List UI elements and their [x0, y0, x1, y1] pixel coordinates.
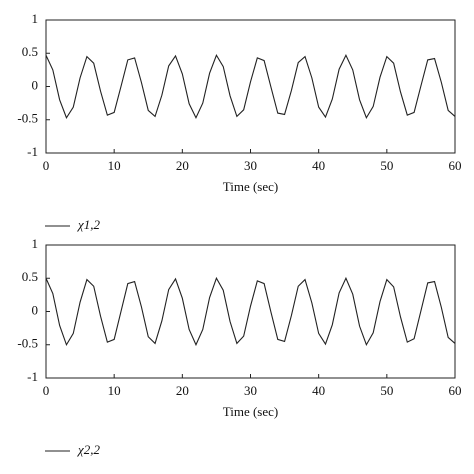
y-tick-label: -1 — [27, 369, 38, 384]
x-tick-label: 60 — [449, 158, 462, 173]
y-tick-label: -0.5 — [17, 336, 38, 351]
y-tick-label: -1 — [27, 144, 38, 159]
y-tick-label: 0 — [32, 302, 39, 317]
y-tick-label: 1 — [32, 11, 39, 26]
x-tick-label: 20 — [176, 158, 189, 173]
legend-label: χ1,2 — [76, 217, 100, 232]
plot-frame — [45, 19, 456, 154]
x-tick-label: 50 — [380, 158, 393, 173]
x-axis-label: Time (sec) — [223, 179, 279, 194]
x-tick-label: 0 — [43, 383, 50, 398]
y-tick-label: 0 — [32, 77, 39, 92]
x-tick-label: 60 — [449, 383, 462, 398]
plot-frame — [45, 244, 456, 379]
x-tick-label: 10 — [108, 383, 121, 398]
x-tick-label: 40 — [312, 158, 325, 173]
x-tick-label: 20 — [176, 383, 189, 398]
x-tick-label: 40 — [312, 383, 325, 398]
data-line — [45, 276, 456, 347]
data-line — [45, 53, 456, 120]
y-tick-label: -0.5 — [17, 111, 38, 126]
x-tick-label: 30 — [244, 158, 257, 173]
legend-label: χ2,2 — [76, 442, 100, 457]
y-tick-label: 1 — [32, 236, 39, 251]
x-tick-label: 30 — [244, 383, 257, 398]
x-axis-label: Time (sec) — [223, 404, 279, 419]
y-tick-label: 0.5 — [22, 44, 38, 59]
x-tick-label: 50 — [380, 383, 393, 398]
x-tick-label: 10 — [108, 158, 121, 173]
y-tick-label: 0.5 — [22, 269, 38, 284]
x-tick-label: 0 — [43, 158, 50, 173]
